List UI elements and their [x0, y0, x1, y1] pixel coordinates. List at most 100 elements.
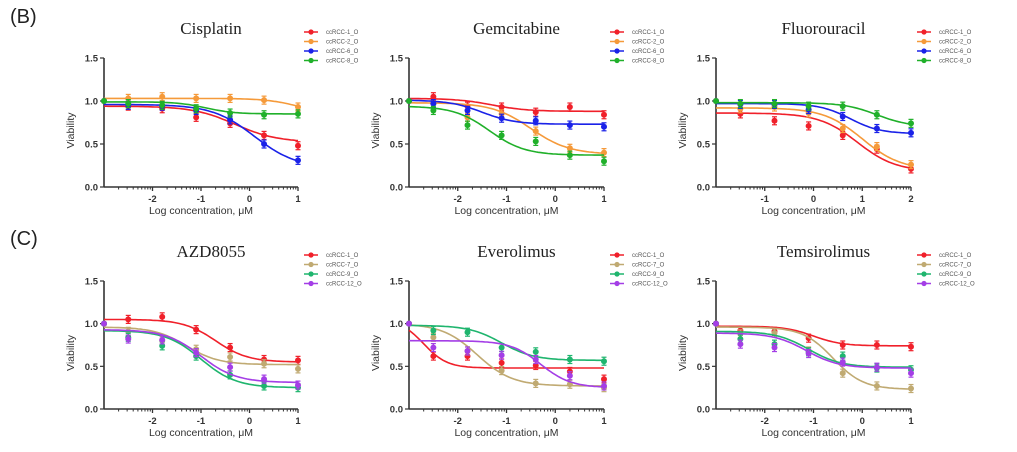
data-point — [159, 102, 166, 109]
data-point — [159, 93, 166, 100]
data-point — [227, 364, 234, 371]
data-point — [261, 132, 268, 139]
y-tick-label: 0.5 — [697, 362, 711, 373]
series-ccrcc-8_o — [101, 98, 301, 120]
chart-panel-everolimus: Everolimus 0.0 0.5 1.0 1.5 -2 -1 0 1 Log concentr… — [370, 242, 668, 439]
data-point — [498, 132, 505, 139]
y-tick-label: 0.5 — [85, 362, 99, 373]
y-tick-label: 0.0 — [390, 183, 403, 194]
legend-entry: ccRCC-1_O — [917, 29, 972, 36]
y-axis-label: Viability — [677, 112, 689, 149]
x-tick-label: 1 — [601, 194, 607, 205]
fit-curve — [409, 102, 605, 154]
y-tick-label: 1.5 — [390, 277, 404, 288]
y-tick-label: 1.5 — [697, 277, 711, 288]
x-tick-label: 2 — [908, 194, 913, 205]
x-tick-label: 0 — [553, 416, 558, 427]
data-point — [498, 352, 505, 359]
x-tick-label: -2 — [148, 194, 156, 205]
data-point — [261, 382, 268, 389]
legend-entry: ccRCC-9_O — [304, 271, 359, 278]
series-ccrcc-12_o — [713, 320, 914, 378]
fit-curve — [408, 324, 604, 387]
data-point — [713, 98, 719, 104]
legend-marker — [921, 261, 927, 268]
legend-entry: ccRCC-6_O — [304, 48, 359, 55]
chart-panel-azd8055: AZD8055 0.0 0.5 1.0 1.5 -2 -1 0 1 Log concentrati… — [65, 242, 362, 439]
data-point — [873, 364, 880, 371]
data-point — [771, 100, 778, 107]
y-tick-label: 1.0 — [697, 97, 710, 108]
chart-title: Fluorouracil — [781, 19, 865, 38]
series-ccrcc-7_o — [101, 320, 301, 374]
data-point — [566, 104, 573, 111]
legend-entry: ccRCC-1_O — [610, 252, 665, 259]
data-point — [532, 348, 539, 355]
x-tick-label: 0 — [247, 416, 252, 427]
y-tick-label: 0.0 — [85, 183, 98, 194]
data-point — [261, 111, 268, 118]
panel-label-b: (B) — [10, 6, 37, 28]
data-point — [839, 125, 846, 132]
x-tick-label: 1 — [295, 416, 301, 427]
data-point — [873, 125, 880, 132]
series-ccrcc-2_o — [713, 98, 914, 170]
x-axis-label: Log concentration, μM — [454, 427, 558, 439]
data-point — [873, 111, 880, 118]
y-axis-label: Viability — [370, 112, 382, 149]
y-tick-label: 1.5 — [85, 54, 99, 65]
data-point — [261, 376, 268, 383]
x-axis-label: Log concentration, μM — [149, 205, 253, 217]
legend-entry: ccRCC-12_O — [610, 280, 668, 288]
y-tick-label: 1.0 — [85, 97, 98, 108]
data-point — [430, 334, 437, 341]
data-point — [566, 152, 573, 159]
data-point — [532, 380, 539, 387]
chart-title: Temsirolimus — [777, 242, 870, 261]
x-tick-label: -2 — [148, 416, 156, 427]
legend-label: ccRCC-1_O — [326, 253, 359, 259]
data-point — [406, 98, 412, 104]
data-point — [908, 343, 914, 350]
data-point — [295, 104, 301, 111]
data-point — [566, 356, 573, 363]
data-point — [430, 100, 437, 107]
data-point — [227, 95, 234, 102]
legend-marker — [308, 48, 314, 54]
legend-marker — [614, 48, 620, 54]
data-point — [601, 358, 607, 365]
data-point — [125, 336, 132, 343]
chart-title: Gemcitabine — [473, 19, 560, 38]
x-tick-label: 1 — [860, 194, 866, 205]
legend-entry: ccRCC-2_O — [610, 38, 665, 46]
data-point — [498, 115, 505, 122]
series-ccrcc-12_o — [406, 320, 607, 391]
y-axis-label: Viability — [65, 112, 77, 149]
legend-label: ccRCC-2_O — [632, 40, 665, 46]
fit-curve — [716, 325, 911, 347]
data-point — [532, 356, 539, 363]
data-point — [839, 103, 846, 110]
legend-entry: ccRCC-6_O — [610, 48, 665, 55]
data-point — [159, 336, 166, 343]
y-tick-label: 0.0 — [390, 405, 403, 416]
data-point — [566, 372, 573, 379]
data-point — [430, 93, 437, 100]
legend-entry: ccRCC-2_O — [917, 38, 972, 46]
data-point — [601, 376, 607, 383]
legend-label: ccRCC-1_O — [632, 253, 665, 259]
data-point — [601, 123, 607, 130]
series-ccrcc-9_o — [406, 320, 607, 366]
legend-entry: ccRCC-8_O — [304, 57, 359, 65]
data-point — [193, 349, 200, 356]
x-tick-label: -1 — [502, 416, 511, 427]
legend-entry: ccRCC-1_O — [304, 252, 359, 259]
data-point — [771, 117, 778, 124]
data-point — [227, 116, 234, 123]
y-tick-label: 0.5 — [697, 140, 711, 151]
legend-marker — [921, 271, 927, 277]
legend-entry: ccRCC-12_O — [917, 280, 975, 288]
legend-label: ccRCC-1_O — [939, 30, 972, 36]
data-point — [737, 341, 744, 348]
